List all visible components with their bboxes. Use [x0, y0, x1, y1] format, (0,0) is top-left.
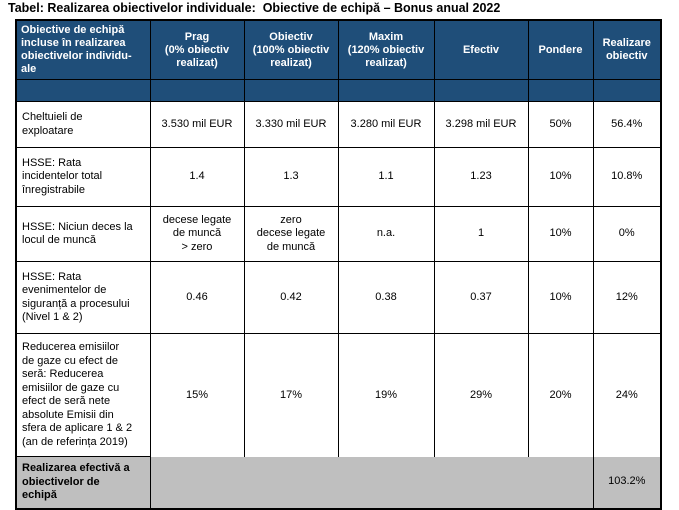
cell-obiectiv: 1.3: [243, 147, 339, 207]
cell-objective: Reducerea emisiilor de gaze cu efect de …: [15, 333, 151, 457]
col-header-efectiv: Efectiv: [433, 19, 529, 80]
summary-label: Realizarea efectivă a obiectivelor de ec…: [15, 456, 151, 509]
cell-realizare: 56.4%: [592, 101, 662, 148]
cell-maxim: 0.38: [337, 261, 435, 334]
cell-pondere: 10%: [527, 147, 594, 207]
cell-pondere: 20%: [527, 333, 594, 457]
cell-realizare: 0%: [592, 206, 662, 262]
header-spacer-cell: [149, 79, 245, 102]
col-header-obiectiv: Obiectiv (100% obiectiv realizat): [243, 19, 339, 80]
cell-prag: 15%: [149, 333, 245, 457]
cell-pondere: 10%: [527, 206, 594, 262]
header-row: Obiective de echipă incluse în realizare…: [15, 19, 662, 80]
cell-maxim: 1.1: [337, 147, 435, 207]
cell-pondere: 50%: [527, 101, 594, 148]
cell-efectiv: 1.23: [433, 147, 529, 207]
cell-prag: decese legate de muncă > zero: [149, 206, 245, 262]
cell-maxim: 19%: [337, 333, 435, 457]
summary-empty-cell: [149, 456, 594, 509]
cell-efectiv: 0.37: [433, 261, 529, 334]
cell-obiectiv: zero decese legate de muncă: [243, 206, 339, 262]
header-spacer-cell: [527, 79, 594, 102]
cell-obiectiv: 0.42: [243, 261, 339, 334]
cell-maxim: n.a.: [337, 206, 435, 262]
header-spacer-row: [15, 79, 662, 102]
cell-realizare: 24%: [592, 333, 662, 457]
header-spacer-cell: [592, 79, 662, 102]
cell-realizare: 10.8%: [592, 147, 662, 207]
cell-objective: HSSE: Niciun deces la locul de muncă: [15, 206, 151, 262]
summary-realizare: 103.2%: [592, 456, 662, 509]
table-row: HSSE: Rata evenimentelor de siguranță a …: [15, 261, 662, 334]
summary-row: Realizarea efectivă a obiectivelor de ec…: [15, 456, 662, 509]
header-spacer-cell: [433, 79, 529, 102]
header-spacer-cell: [15, 79, 151, 102]
cell-prag: 3.530 mil EUR: [149, 101, 245, 148]
cell-efectiv: 29%: [433, 333, 529, 457]
header-spacer-cell: [337, 79, 435, 102]
cell-objective: HSSE: Rata evenimentelor de siguranță a …: [15, 261, 151, 334]
cell-obiectiv: 17%: [243, 333, 339, 457]
col-header-prag: Prag (0% obiectiv realizat): [149, 19, 245, 80]
table-row: HSSE: Niciun deces la locul de muncă dec…: [15, 206, 662, 262]
cell-objective: HSSE: Rata incidentelor total înregistra…: [15, 147, 151, 207]
col-header-maxim: Maxim (120% obiectiv realizat): [337, 19, 435, 80]
col-header-objectives: Obiective de echipă incluse în realizare…: [15, 19, 151, 80]
cell-pondere: 10%: [527, 261, 594, 334]
cell-obiectiv: 3.330 mil EUR: [243, 101, 339, 148]
cell-efectiv: 1: [433, 206, 529, 262]
cell-prag: 0.46: [149, 261, 245, 334]
cell-prag: 1.4: [149, 147, 245, 207]
table-row: HSSE: Rata incidentelor total înregistra…: [15, 147, 662, 207]
col-header-pondere: Pondere: [527, 19, 594, 80]
table-row: Cheltuieli de exploatare 3.530 mil EUR 3…: [15, 101, 662, 148]
team-objectives-table: Obiective de echipă incluse în realizare…: [15, 19, 662, 510]
table-title: Tabel: Realizarea obiectivelor individua…: [8, 1, 501, 15]
table-row: Reducerea emisiilor de gaze cu efect de …: [15, 333, 662, 457]
col-header-realizare: Realizare obiectiv: [592, 19, 662, 80]
header-spacer-cell: [243, 79, 339, 102]
cell-maxim: 3.280 mil EUR: [337, 101, 435, 148]
cell-objective: Cheltuieli de exploatare: [15, 101, 151, 148]
cell-realizare: 12%: [592, 261, 662, 334]
cell-efectiv: 3.298 mil EUR: [433, 101, 529, 148]
